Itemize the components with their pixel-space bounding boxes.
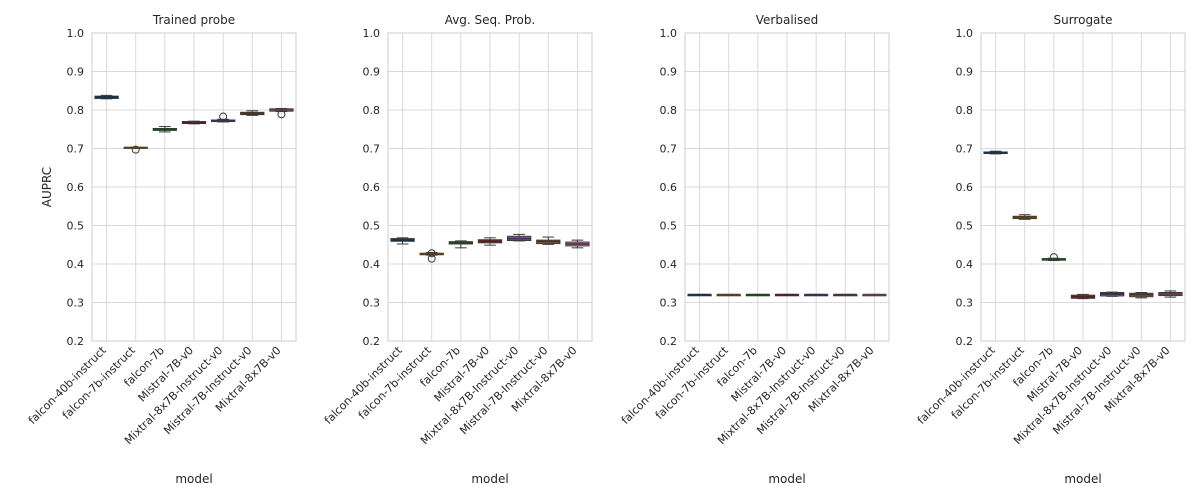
box-3 [774,293,800,297]
chart-title: Trained probe [152,13,235,27]
x-axis-label: model [471,472,508,486]
y-tick-label: 0.6 [67,181,85,194]
box-2 [152,126,178,133]
y-tick-label: 0.4 [67,258,85,271]
box-3 [181,120,207,125]
box-4 [210,112,236,123]
outlier-point [131,145,140,154]
y-tick-label: 1.0 [956,27,974,40]
chart-panel-2: 0.20.30.40.50.60.70.80.91.0Verbalisedfal… [619,13,890,486]
chart-title: Verbalised [756,13,818,27]
y-tick-label: 0.3 [67,297,85,310]
outlier-point [219,112,228,121]
plot-frame [91,32,297,342]
box-1 [1012,214,1037,220]
chart-title: Avg. Seq. Prob. [445,13,536,27]
y-tick-label: 0.9 [363,66,381,79]
x-axis-label: model [768,472,805,486]
y-tick-label: 0.4 [956,258,974,271]
y-tick-label: 0.9 [67,66,85,79]
y-tick-label: 0.3 [660,297,678,310]
box-0 [390,237,415,245]
box-6 [1158,290,1183,298]
x-axis-label: model [1064,472,1101,486]
y-tick-label: 0.6 [363,181,381,194]
plot-frame [387,32,593,342]
box-4 [1099,291,1125,297]
y-tick-label: 0.5 [67,220,85,233]
y-tick-label: 0.5 [956,220,974,233]
box-5 [536,236,561,245]
box-3 [1070,293,1096,300]
y-tick-label: 0.4 [363,258,381,271]
y-tick-label: 1.0 [363,27,381,40]
box-6 [565,239,590,249]
y-tick-label: 0.4 [660,258,678,271]
chart-title: Surrogate [1053,13,1112,27]
y-tick-label: 0.5 [660,220,678,233]
y-tick-label: 0.7 [67,143,85,156]
y-tick-label: 0.8 [67,104,85,117]
y-tick-label: 0.6 [956,181,974,194]
box-1 [123,145,148,154]
y-tick-label: 0.7 [956,143,974,156]
box-0 [687,293,712,297]
y-tick-label: 0.2 [660,335,678,348]
y-tick-label: 0.2 [956,335,974,348]
box-3 [477,237,503,246]
box-6 [269,107,294,119]
outlier-point [1049,253,1058,262]
y-tick-label: 1.0 [67,27,85,40]
box-2 [1041,253,1067,262]
y-tick-label: 0.7 [660,143,678,156]
x-axis-label: model [175,472,212,486]
outlier-point [427,254,436,263]
y-tick-label: 0.8 [363,104,381,117]
y-tick-label: 0.3 [956,297,974,310]
box-0 [983,150,1008,155]
y-tick-label: 0.2 [67,335,85,348]
plot-frame [980,32,1186,342]
plot-frame [684,32,890,342]
y-tick-label: 0.8 [956,104,974,117]
y-tick-label: 0.3 [363,297,381,310]
box-2 [745,293,771,297]
box-4 [803,293,829,297]
y-tick-label: 0.9 [956,66,974,79]
box-6 [862,293,887,297]
y-tick-label: 0.2 [363,335,381,348]
chart-panel-1: 0.2 0.3 0.4 0.5 0.6 0.7 0.8 0.9 1.0 Avg. Seq. Pro… [322,13,593,486]
y-axis-label: AUPRC [40,167,54,207]
chart-panel-3: 0.20.30.40.50.60.70.80.91.0Surrogatefalc… [915,13,1186,486]
box-1 [419,249,444,263]
outlier-point [277,110,286,119]
box-1 [716,293,741,297]
y-tick-label: 0.5 [363,220,381,233]
y-tick-label: 0.7 [363,143,381,156]
chart-panel-0: 0.2 0.3 0.4 0.5 0.6 0.7 0.8 0.9 1.0 Trained probe… [26,13,297,486]
box-4 [506,233,532,242]
y-tick-label: 0.8 [660,104,678,117]
box-5 [1129,291,1154,299]
y-tick-label: 1.0 [660,27,678,40]
outlier-point [427,249,436,258]
y-tick-label: 0.6 [660,181,678,194]
box-2 [448,240,474,249]
box-5 [240,110,265,116]
box-0 [94,94,119,100]
box-5 [833,293,858,297]
y-tick-label: 0.9 [660,66,678,79]
